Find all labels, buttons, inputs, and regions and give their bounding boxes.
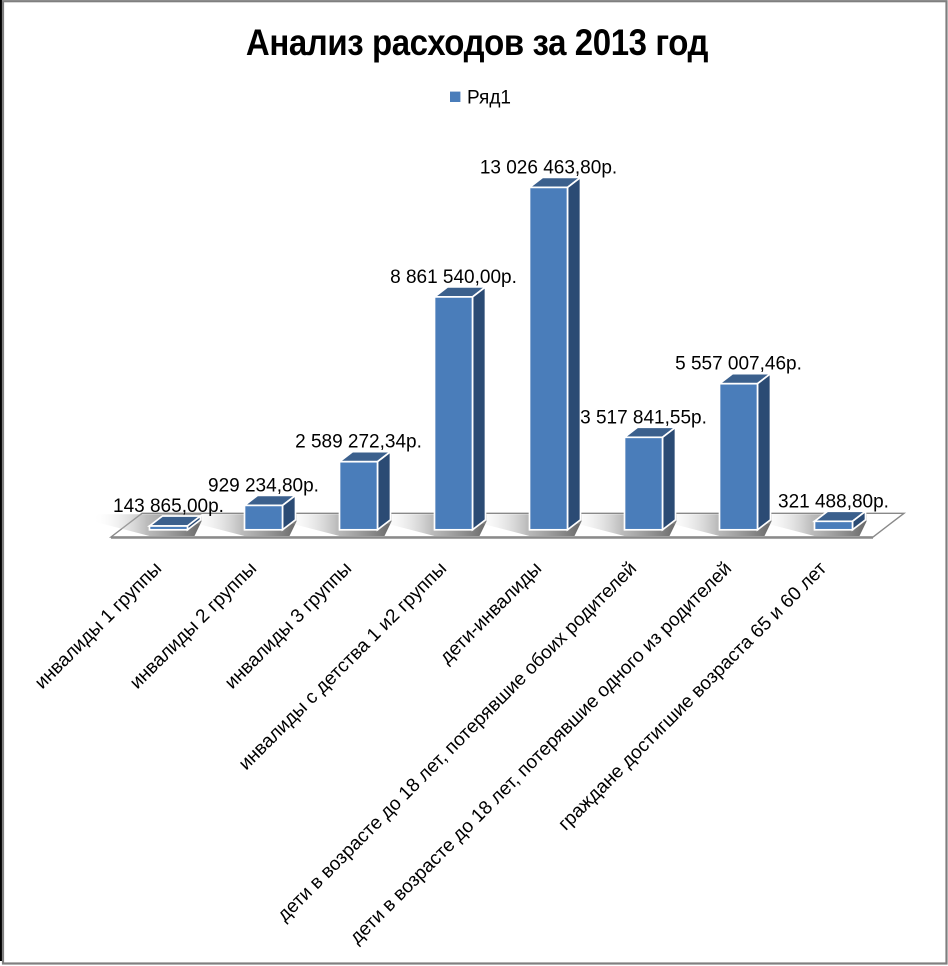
svg-text:Ряд1: Ряд1 — [467, 87, 511, 108]
svg-text:13 026 463,80р.: 13 026 463,80р. — [480, 157, 617, 178]
svg-text:321 488,80р.: 321 488,80р. — [778, 491, 889, 512]
svg-text:дети в возрасте до 18 лет, пот: дети в возрасте до 18 лет, потерявшие об… — [273, 558, 641, 926]
svg-text:929 234,80р.: 929 234,80р. — [208, 475, 319, 496]
svg-text:143 865,00р.: 143 865,00р. — [113, 496, 224, 517]
svg-text:5 557 007,46р.: 5 557 007,46р. — [675, 354, 802, 375]
svg-text:дети-инвалиды: дети-инвалиды — [436, 558, 546, 668]
svg-text:2 589 272,34р.: 2 589 272,34р. — [295, 432, 422, 453]
svg-text:инвалиды с детства 1 и2 группы: инвалиды с детства 1 и2 группы — [235, 558, 451, 774]
svg-text:3 517 841,55р.: 3 517 841,55р. — [580, 407, 707, 428]
svg-text:8 861 540,00р.: 8 861 540,00р. — [390, 267, 517, 288]
svg-text:Анализ расходов за 2013 год: Анализ расходов за 2013 год — [246, 22, 708, 63]
